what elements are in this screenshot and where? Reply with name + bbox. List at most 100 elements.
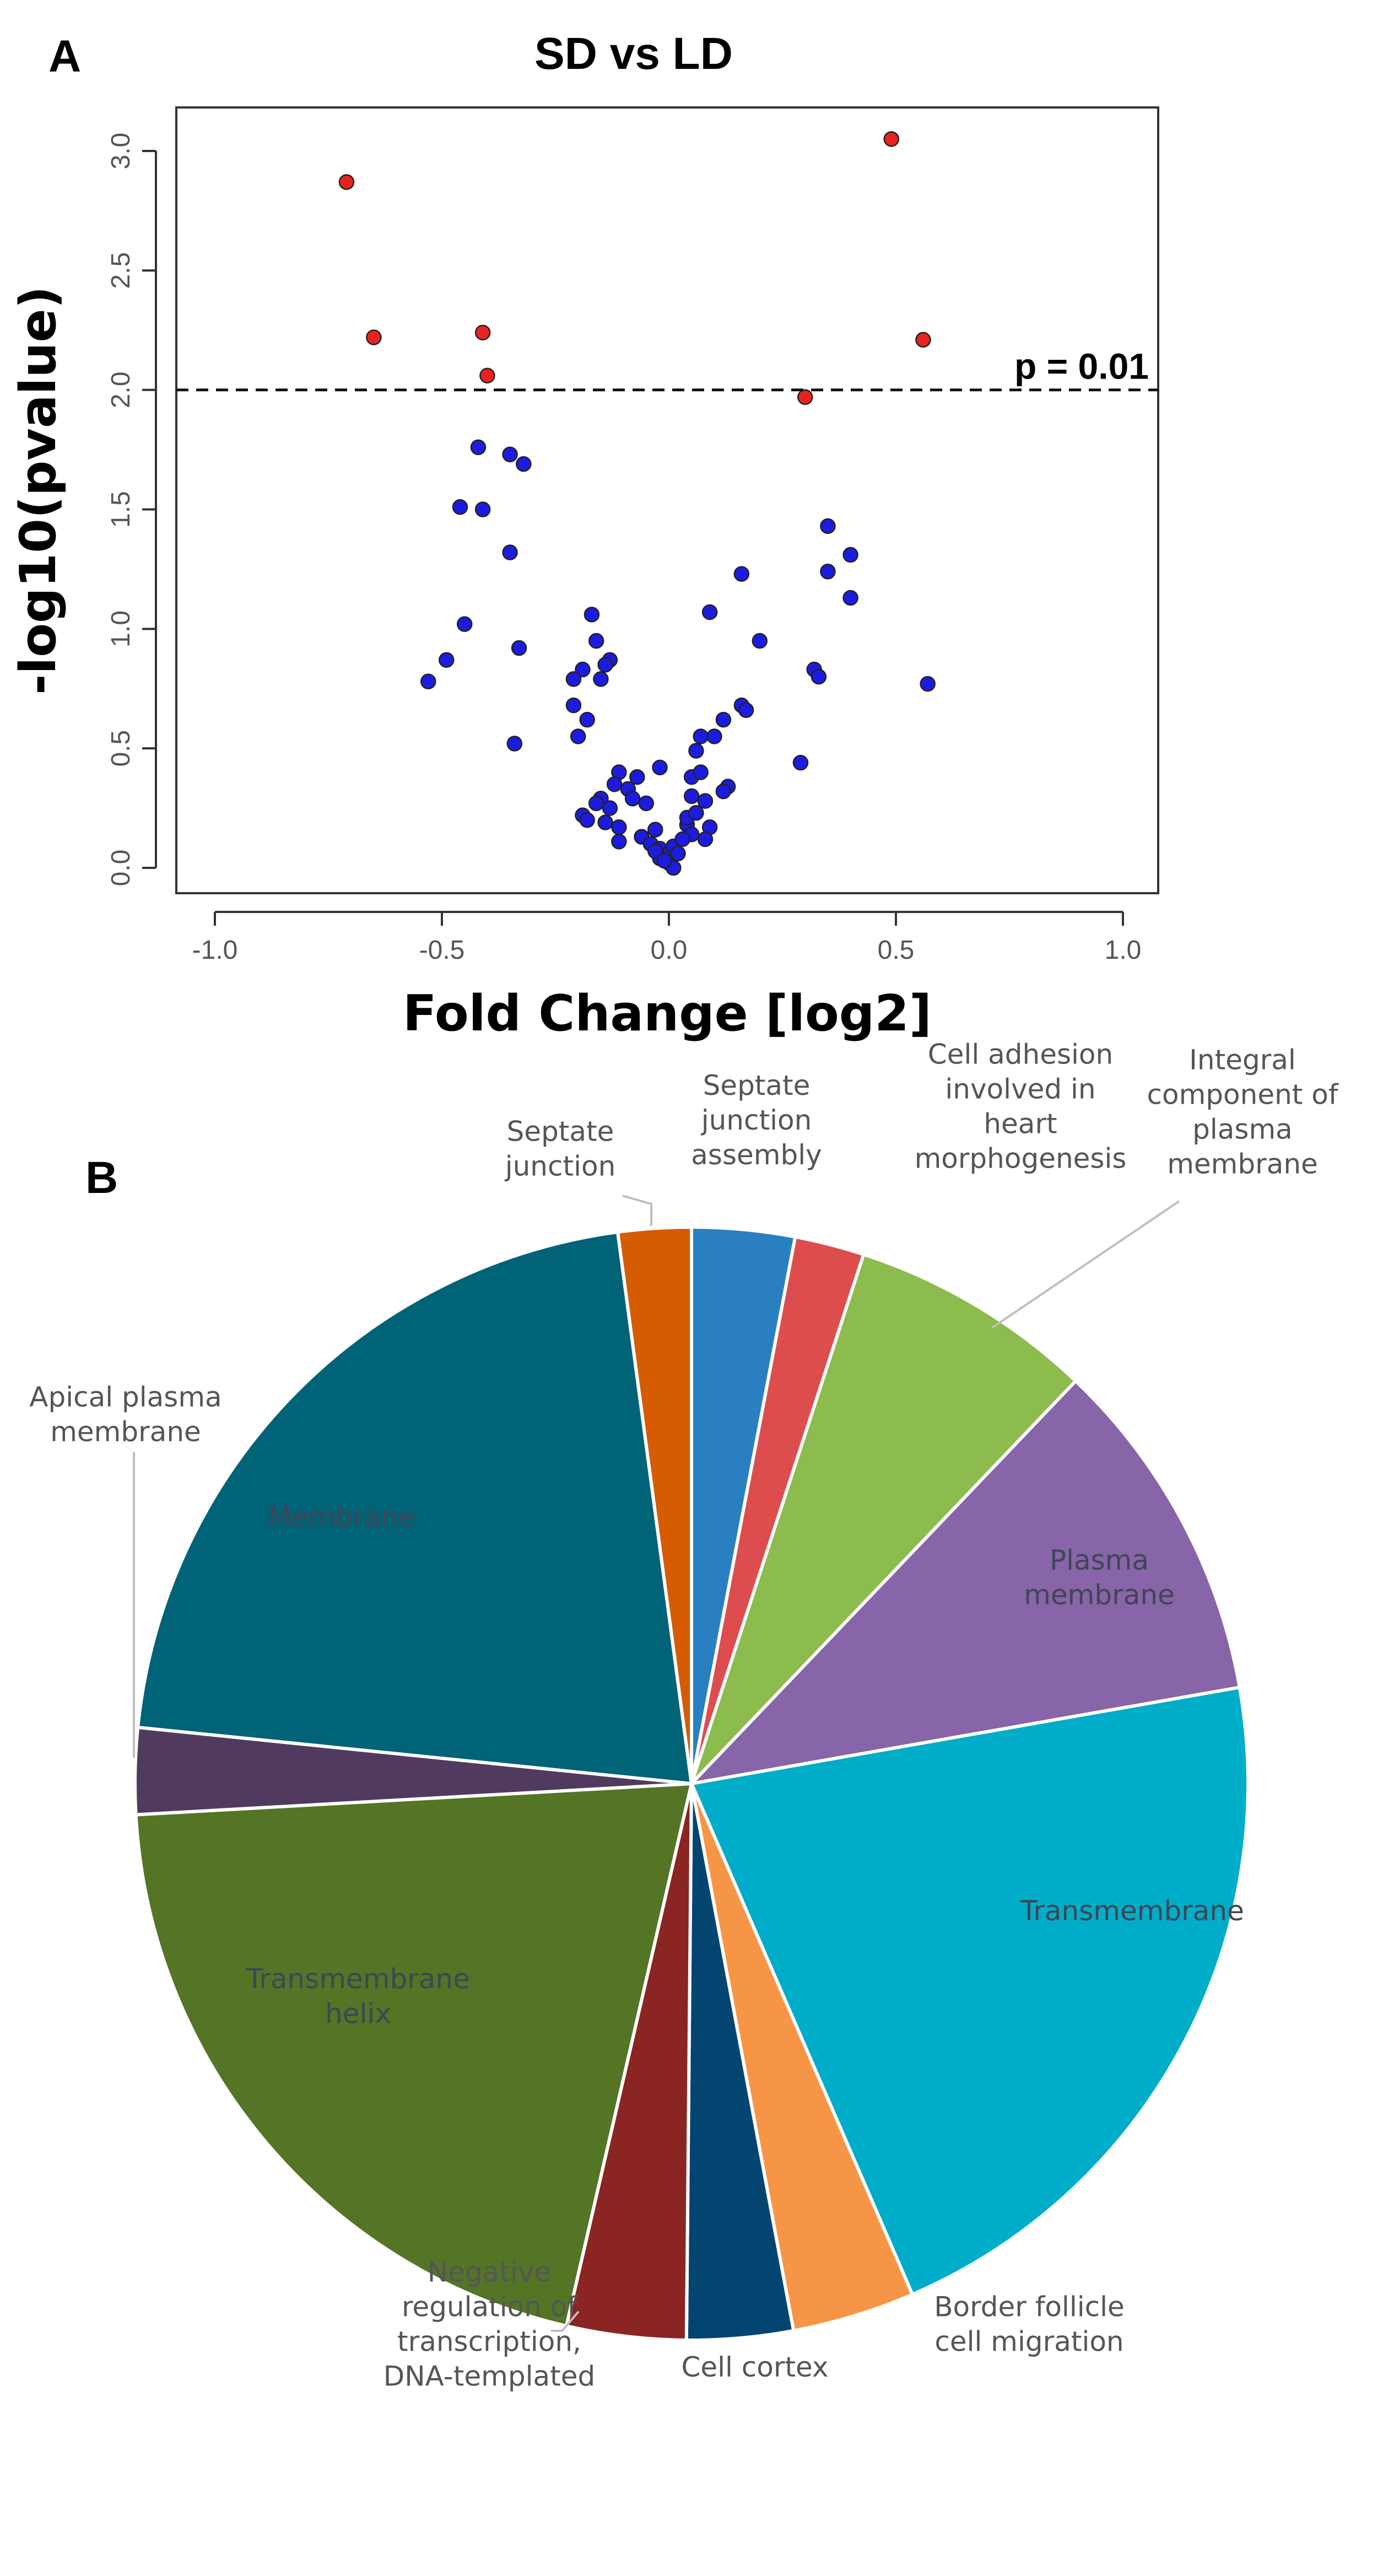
nonsignificant-point	[579, 812, 595, 828]
x-tick-label: 0.0	[651, 936, 688, 965]
nonsignificant-point	[842, 547, 858, 563]
pie-leader-lines	[133, 1195, 1180, 2332]
nonsignificant-point	[602, 800, 618, 816]
nonsignificant-point	[511, 640, 527, 656]
pie-slice-label: Border follicle cell migration	[934, 2291, 1125, 2358]
nonsignificant-point	[502, 446, 518, 463]
nonsignificant-point	[456, 616, 473, 632]
pie-slice-label: Integral component of plasma membrane	[1147, 1044, 1339, 1180]
pie-label-line: DNA-templated	[383, 2361, 596, 2393]
nonsignificant-point	[688, 743, 704, 759]
pie-label-line: involved in	[945, 1073, 1095, 1105]
pie-slice-label: Cell adhesion involved in heart morphogenes…	[915, 1039, 1127, 1175]
x-tick-label: 0.5	[878, 936, 915, 965]
leader-line	[622, 1195, 652, 1226]
nonsignificant-point	[715, 711, 732, 728]
nonsignificant-point	[811, 668, 827, 685]
x-tick-label: -1.0	[192, 936, 238, 965]
nonsignificant-point	[693, 728, 709, 744]
pie-slice-label: Cell cortex	[681, 2351, 828, 2383]
nonsignificant-point	[579, 711, 595, 728]
volcano-title: SD vs LD	[534, 29, 733, 79]
pie-slice	[134, 1782, 693, 2328]
nonsignificant-point	[715, 783, 732, 800]
nonsignificant-point	[706, 728, 722, 744]
pie-slice	[136, 1230, 693, 1785]
significant-point	[338, 174, 355, 190]
pie-slice-label: Plasma membrane	[1024, 1544, 1175, 1611]
threshold-label: p = 0.01	[1014, 346, 1149, 387]
y-axis: 0.0 0.5 1.0 1.5 2.0 2.5 3.0	[106, 133, 157, 887]
pie-label-line: cell migration	[934, 2326, 1123, 2358]
pie-label-line: Membrane	[268, 1501, 415, 1533]
nonsignificant-point	[506, 736, 523, 752]
significant-point	[366, 330, 382, 345]
pie-slice-label: Septate junction	[505, 1116, 616, 1182]
nonsignificant-point	[452, 499, 468, 515]
nonsignificant-point	[842, 590, 858, 606]
nonsignificant-point	[688, 805, 704, 821]
x-tick-label: -0.5	[419, 936, 465, 965]
nonsignificant-point	[752, 633, 768, 649]
volcano-plot: -1.0 -0.5 0.0 0.5 1.0 0.00.51.01.52.02.53.0 …	[9, 106, 1159, 1043]
y-tick-label: 0.0	[106, 850, 136, 887]
pie-slice-label: Septate junction assembly	[691, 1070, 822, 1171]
nonsignificant-point	[820, 564, 836, 580]
nonsignificant-point	[638, 795, 655, 812]
pie-label-line: membrane	[50, 1416, 201, 1448]
pie-label-line: junction	[505, 1151, 616, 1182]
nonsignificant-point	[683, 788, 700, 804]
pie-label-line: transcription,	[397, 2326, 581, 2358]
pie-label-line: Septate	[507, 1116, 614, 1148]
y-tick-label: 0.5	[106, 730, 136, 767]
pie-label-line: Plasma	[1050, 1544, 1149, 1576]
nonsignificant-point	[738, 702, 754, 719]
pie-slice	[616, 1225, 693, 1785]
nonsignificant-point	[820, 518, 836, 534]
nonsignificant-point	[474, 501, 491, 517]
pie-label-line: helix	[325, 1998, 391, 2030]
pie-label-line: Transmembrane	[1020, 1895, 1244, 1927]
pie-chart: Septate junction assembly Cell adhesion invo…	[29, 1039, 1339, 2393]
pie-label-line: morphogenesis	[915, 1143, 1127, 1175]
pie-slices	[133, 1225, 1250, 2342]
nonsignificant-point	[565, 697, 582, 714]
nonsignificant-point	[575, 661, 591, 678]
pie-label-line: regulation of	[402, 2291, 577, 2323]
significant-point	[915, 332, 931, 348]
nonsignificant-point	[792, 754, 809, 771]
pie-slice-label: Transmembrane helix	[246, 1963, 470, 2030]
nonsignificant-point	[611, 834, 627, 850]
nonsignificant-point	[920, 676, 936, 692]
nonsignificant-point	[584, 607, 600, 623]
pie-label-line: Apical plasma	[29, 1381, 222, 1413]
significant-point	[797, 389, 813, 405]
leader-line	[551, 2310, 580, 2332]
x-axis-label: Fold Change [log2]	[403, 985, 932, 1043]
x-tick-label: 1.0	[1105, 936, 1142, 965]
pie-slice-label: Negative regulation of transcription, DNA-t…	[383, 2256, 596, 2393]
pie-label-line: Septate	[703, 1070, 811, 1101]
pie-label-line: Cell cortex	[681, 2351, 828, 2383]
nonsignificant-point	[588, 633, 604, 649]
pie-label-line: Negative	[428, 2256, 551, 2288]
nonsignificant-point	[502, 544, 518, 560]
pie-label-line: junction	[701, 1104, 812, 1136]
pie-label-line: heart	[984, 1108, 1057, 1140]
nonsignificant-point	[593, 671, 609, 687]
panel-b-letter: B	[85, 1153, 118, 1203]
pie-labels: Septate junction assembly Cell adhesion invo…	[29, 1039, 1339, 2393]
pie-label-line: Integral	[1189, 1044, 1296, 1076]
nonsignificant-point	[701, 604, 718, 620]
panel-a-letter: A	[48, 31, 81, 82]
nonsignificant-point	[624, 790, 641, 807]
nonsignificant-point	[670, 845, 686, 862]
nonsignificant-point	[438, 652, 455, 668]
pie-slice	[690, 1686, 1250, 2297]
nonsignificant-point	[697, 831, 714, 847]
nonsignificant-point	[656, 852, 673, 869]
pie-label-line: Transmembrane	[246, 1963, 470, 1995]
plot-frame	[175, 106, 1159, 894]
pie-slice	[690, 1379, 1241, 1785]
